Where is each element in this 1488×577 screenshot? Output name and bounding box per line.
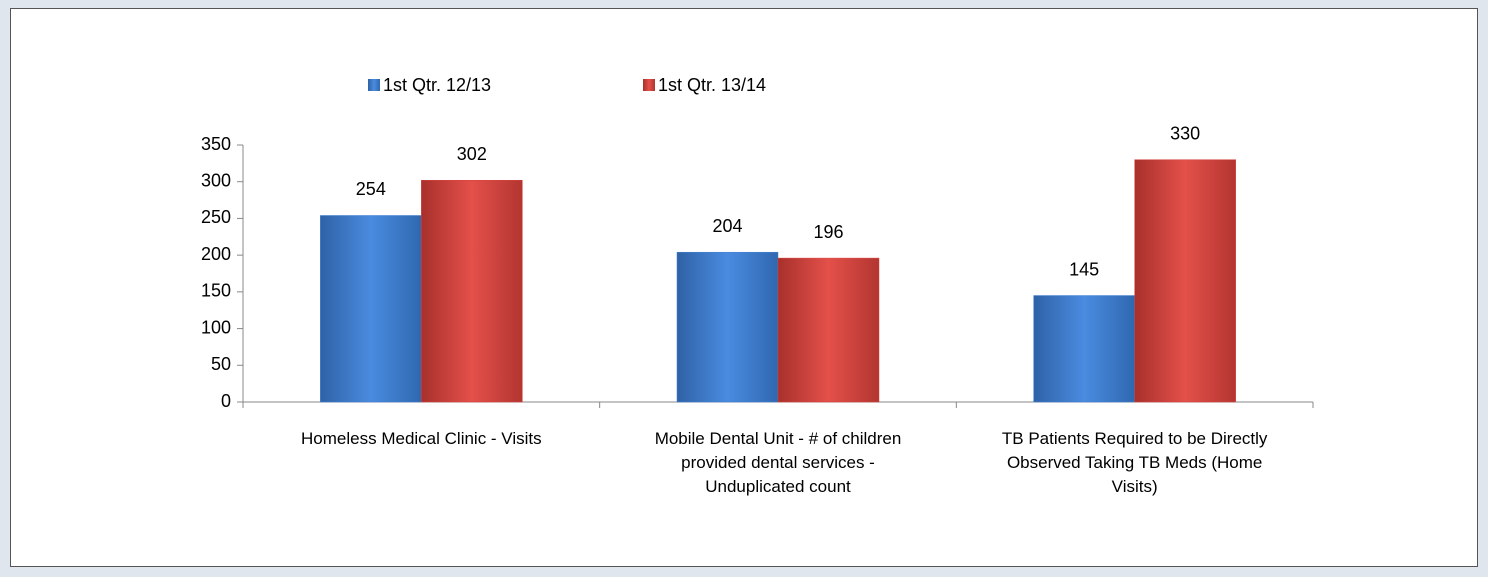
bar — [421, 179, 523, 403]
data-label: 145 — [1069, 259, 1099, 279]
bar — [676, 251, 779, 403]
data-label: 196 — [813, 222, 843, 242]
x-tick-label: Homeless Medical Clinic - Visits — [301, 429, 542, 448]
legend-swatch — [643, 79, 655, 91]
data-label: 254 — [356, 179, 386, 199]
bar — [777, 257, 880, 403]
x-tick-label: Mobile Dental Unit - # of children provi… — [654, 429, 902, 496]
bar — [1033, 295, 1135, 403]
data-label: 204 — [712, 216, 742, 236]
y-tick-label: 350 — [201, 134, 231, 154]
y-tick-label: 200 — [201, 244, 231, 264]
legend-label: 1st Qtr. 12/13 — [383, 75, 491, 95]
legend-label: 1st Qtr. 13/14 — [658, 75, 766, 95]
y-tick-label: 250 — [201, 207, 231, 227]
y-tick-label: 300 — [201, 170, 231, 190]
bar — [1134, 159, 1236, 403]
y-tick-label: 50 — [211, 354, 231, 374]
y-tick-label: 150 — [201, 281, 231, 301]
y-tick-label: 0 — [221, 391, 231, 411]
y-tick-label: 100 — [201, 317, 231, 337]
data-label: 330 — [1170, 123, 1200, 143]
data-label: 302 — [457, 144, 487, 164]
x-tick-label: TB Patients Required to be Directly Obse… — [1001, 429, 1268, 496]
legend-swatch — [368, 79, 380, 91]
bar — [320, 215, 422, 403]
